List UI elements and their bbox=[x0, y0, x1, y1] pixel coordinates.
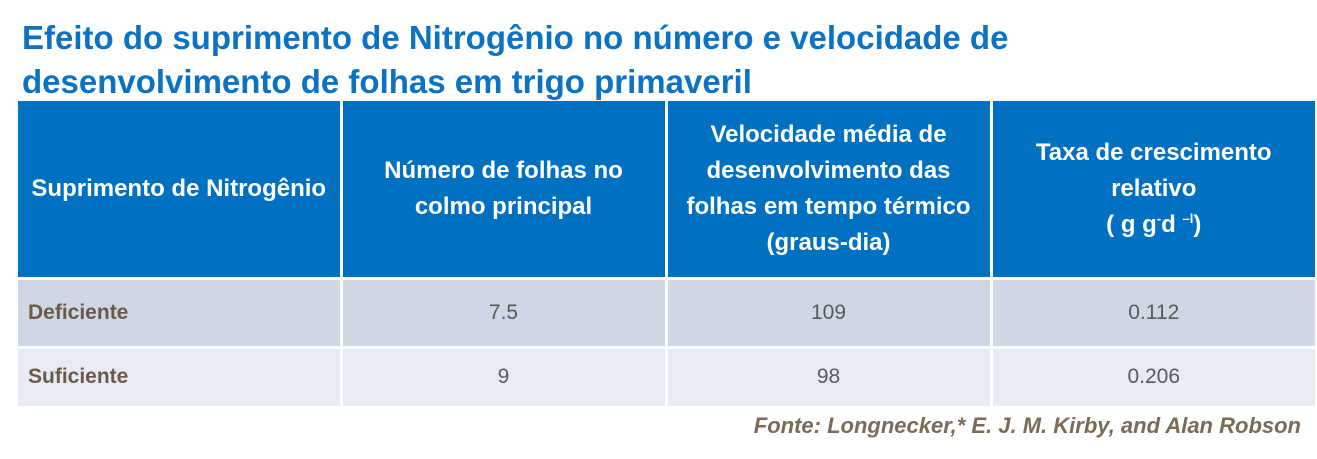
header-relative-growth-rate: Taxa de crescimento relativo ( g g-d –l) bbox=[991, 101, 1315, 280]
cell-development-rate: 109 bbox=[666, 278, 993, 349]
unit-sup-2: –l bbox=[1182, 210, 1194, 226]
page-title: Efeito do suprimento de Nitrogênio no nú… bbox=[22, 16, 1302, 104]
cell-development-rate: 98 bbox=[666, 347, 993, 406]
header-nitrogen-supply: Suprimento de Nitrogênio bbox=[18, 101, 343, 280]
unit-mid: d bbox=[1161, 210, 1183, 238]
unit-close: ) bbox=[1193, 210, 1202, 238]
row-label: Deficiente bbox=[18, 278, 343, 349]
header-rgr-label: Taxa de crescimento relativo bbox=[1035, 138, 1272, 202]
header-rgr-unit: ( g g-d –l) bbox=[1106, 211, 1201, 238]
header-row: Suprimento de Nitrogênio Número de folha… bbox=[18, 101, 1315, 280]
cell-leaf-count: 9 bbox=[341, 347, 668, 406]
table-row: Suficiente 9 98 0.206 bbox=[18, 347, 1315, 406]
unit-sup-1: - bbox=[1156, 210, 1162, 226]
header-leaf-count: Número de folhas no colmo principal bbox=[341, 101, 668, 280]
cell-relative-growth-rate: 0.112 bbox=[991, 278, 1315, 349]
cell-relative-growth-rate: 0.206 bbox=[991, 347, 1315, 406]
row-label: Suficiente bbox=[18, 347, 343, 406]
data-table: Suprimento de Nitrogênio Número de folha… bbox=[18, 101, 1315, 406]
title-line-2: desenvolvimento de folhas em trigo prima… bbox=[22, 63, 752, 100]
unit-open: ( g g bbox=[1106, 210, 1157, 238]
header-development-rate: Velocidade média de desenvolvimento das … bbox=[666, 101, 993, 280]
title-line-1: Efeito do suprimento de Nitrogênio no nú… bbox=[22, 19, 1009, 56]
table-row: Deficiente 7.5 109 0.112 bbox=[18, 278, 1315, 349]
cell-leaf-count: 7.5 bbox=[341, 278, 668, 349]
source-citation: Fonte: Longnecker,* E. J. M. Kirby, and … bbox=[753, 413, 1301, 438]
